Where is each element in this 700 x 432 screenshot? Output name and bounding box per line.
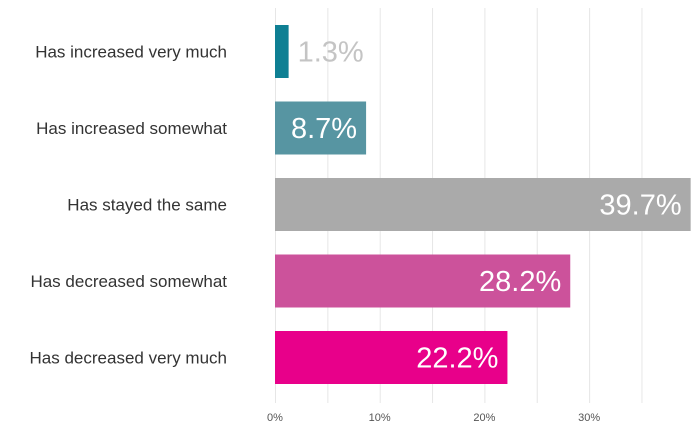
x-tick-label: 0% <box>267 412 283 424</box>
bar <box>275 254 571 308</box>
x-tick-label: 10% <box>369 412 391 424</box>
value-label: 22.2% <box>416 343 498 375</box>
bars <box>275 25 691 384</box>
category-label: Has decreased very much <box>30 349 227 368</box>
value-label: 39.7% <box>599 190 681 222</box>
bar <box>275 331 508 384</box>
bar <box>275 25 289 78</box>
value-labels: 1.3% 8.7% 39.7% 28.2% 22.2% <box>291 37 682 375</box>
x-axis-tick-labels: 0% 10% 20% 30% <box>267 412 600 424</box>
category-labels: Has increased very much Has increased som… <box>30 43 228 368</box>
x-tick-label: 20% <box>473 412 495 424</box>
x-tick-label: 30% <box>578 412 600 424</box>
category-label: Has stayed the same <box>67 196 227 215</box>
value-label: 1.3% <box>298 37 364 69</box>
category-label: Has decreased somewhat <box>30 272 227 291</box>
bar <box>275 178 691 231</box>
category-label: Has increased very much <box>35 43 227 62</box>
value-label: 28.2% <box>479 266 561 298</box>
bar <box>275 101 367 155</box>
value-label: 8.7% <box>291 113 357 145</box>
category-label: Has increased somewhat <box>36 119 227 138</box>
